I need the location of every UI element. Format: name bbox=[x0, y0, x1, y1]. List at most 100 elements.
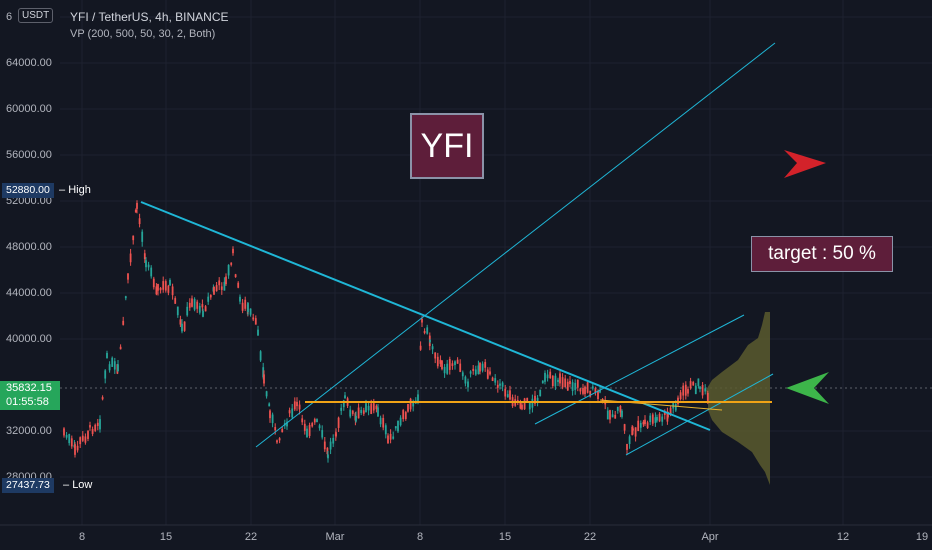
candle-body bbox=[551, 375, 554, 387]
candle-body bbox=[89, 425, 91, 428]
candle-body bbox=[566, 381, 569, 391]
candle-body bbox=[201, 304, 204, 308]
candle-body bbox=[234, 274, 237, 278]
candle-body bbox=[454, 361, 456, 366]
candle-body bbox=[188, 302, 191, 308]
candle-body bbox=[63, 428, 65, 436]
candle-body bbox=[367, 405, 370, 411]
candle-body bbox=[699, 386, 701, 390]
candle-body bbox=[632, 428, 634, 431]
candle-body bbox=[145, 260, 147, 268]
candle-body bbox=[263, 374, 265, 384]
candle-body bbox=[397, 420, 399, 432]
candle-body bbox=[609, 410, 611, 420]
candle-body bbox=[491, 377, 494, 382]
candle-body bbox=[259, 351, 262, 361]
candle-body bbox=[467, 381, 469, 388]
candle-body bbox=[606, 410, 609, 420]
time-tick: 15 bbox=[159, 531, 173, 543]
candle-body bbox=[582, 388, 584, 394]
candle-body bbox=[96, 422, 99, 426]
candle-body bbox=[656, 417, 658, 421]
candle-body bbox=[429, 339, 431, 343]
candle-body bbox=[509, 390, 511, 400]
candle-body bbox=[539, 389, 542, 397]
candle-body bbox=[372, 403, 375, 411]
candle-body bbox=[186, 306, 189, 316]
candle-body bbox=[392, 436, 395, 439]
candle-body bbox=[79, 437, 82, 445]
candle-body bbox=[327, 454, 329, 459]
price-tick: 48000.00 bbox=[6, 241, 52, 253]
candle-body bbox=[249, 308, 252, 315]
currency-button[interactable]: USDT bbox=[18, 8, 54, 23]
price-tick: 44000.00 bbox=[6, 287, 52, 299]
candle-body bbox=[329, 441, 332, 450]
candle-body bbox=[621, 410, 623, 417]
candle-body bbox=[591, 386, 594, 389]
candle-body bbox=[536, 397, 539, 403]
time-tick: 19 bbox=[915, 531, 929, 543]
candle-body bbox=[526, 397, 529, 402]
candle-body bbox=[181, 323, 183, 332]
candle-body bbox=[237, 282, 240, 288]
candle-body bbox=[579, 388, 582, 392]
candle-body bbox=[296, 401, 298, 407]
candle-body bbox=[479, 362, 481, 372]
candle-body bbox=[99, 419, 101, 430]
candle-body bbox=[417, 394, 419, 403]
candle-body bbox=[634, 427, 637, 437]
candle-body bbox=[504, 388, 507, 397]
price-tick: 64000.00 bbox=[6, 57, 52, 69]
candle-body bbox=[481, 363, 484, 371]
candle-body bbox=[694, 385, 697, 395]
candle-body bbox=[569, 380, 571, 385]
candle-body bbox=[257, 329, 259, 336]
candle-body bbox=[143, 253, 146, 260]
candle-body bbox=[155, 286, 158, 295]
price-tick: 32000.00 bbox=[6, 425, 52, 437]
candle-body bbox=[316, 419, 318, 423]
candle-body bbox=[611, 414, 614, 418]
candle-body bbox=[387, 435, 389, 444]
candle-body bbox=[521, 404, 523, 410]
candle-body bbox=[357, 407, 360, 419]
candle-body bbox=[599, 389, 601, 393]
candle-body bbox=[247, 303, 249, 313]
candle-body bbox=[461, 372, 464, 377]
candle-body bbox=[441, 360, 443, 370]
candle-body bbox=[230, 262, 233, 265]
candle-body bbox=[76, 445, 79, 451]
indicator-legend[interactable]: VP (200, 500, 50, 30, 2, Both) bbox=[70, 28, 216, 40]
candle-body bbox=[436, 356, 439, 367]
candle-body bbox=[434, 352, 437, 359]
candle-body bbox=[692, 381, 695, 386]
candle-body bbox=[65, 434, 68, 438]
candle-body bbox=[301, 418, 304, 423]
candle-body bbox=[464, 376, 467, 384]
candle-body bbox=[426, 327, 429, 334]
candle-body bbox=[639, 422, 642, 428]
symbol-title[interactable]: YFI / TetherUS, 4h, BINANCE bbox=[70, 10, 229, 24]
candle-body bbox=[269, 410, 271, 419]
candle-body bbox=[377, 407, 379, 417]
candle-body bbox=[451, 363, 454, 366]
candle-body bbox=[528, 402, 531, 410]
candle-body bbox=[597, 391, 599, 399]
candle-body bbox=[412, 401, 415, 407]
candle-body bbox=[337, 417, 340, 428]
candle-body bbox=[706, 392, 709, 403]
candle-body bbox=[326, 447, 329, 455]
candle-body bbox=[94, 424, 97, 431]
candle-body bbox=[365, 403, 367, 413]
candle-body bbox=[171, 286, 174, 296]
candle-body bbox=[252, 317, 255, 320]
candle-body bbox=[167, 285, 170, 293]
candle-body bbox=[544, 372, 546, 382]
candle-body bbox=[644, 419, 646, 425]
candle-body bbox=[141, 231, 144, 242]
candle-body bbox=[111, 357, 114, 367]
candle-body bbox=[506, 394, 509, 398]
candle-body bbox=[84, 436, 87, 443]
